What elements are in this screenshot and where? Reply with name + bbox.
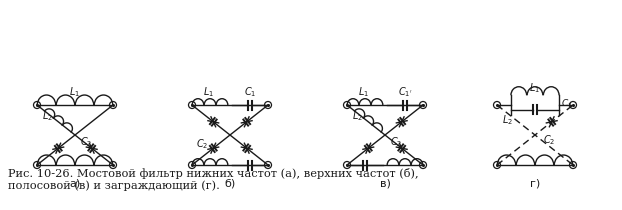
Text: $C_2$: $C_2$ [80, 135, 92, 149]
Text: $C_1$: $C_1$ [244, 85, 256, 99]
Text: б): б) [225, 179, 236, 189]
Text: г): г) [530, 179, 540, 189]
Text: $C_{1'}$: $C_{1'}$ [397, 85, 412, 99]
Text: $L_1$: $L_1$ [529, 81, 541, 95]
Text: $L_1$: $L_1$ [203, 85, 215, 99]
Text: $L_1$: $L_1$ [70, 85, 80, 99]
Text: $C_2$: $C_2$ [543, 133, 555, 147]
Text: $C_2$: $C_2$ [390, 135, 402, 149]
Text: $L_2$: $L_2$ [352, 109, 363, 123]
Text: в): в) [379, 179, 391, 189]
Text: $L_2$: $L_2$ [502, 113, 513, 127]
Text: $L_2$: $L_2$ [42, 109, 53, 123]
Text: Рис. 10-26. Мостовой фильтр нижних частот (a), верхних частот (б),: Рис. 10-26. Мостовой фильтр нижних часто… [8, 168, 419, 179]
Text: $L_1$: $L_1$ [358, 85, 369, 99]
Text: $C_2$: $C_2$ [196, 137, 208, 151]
Text: $C_1$: $C_1$ [561, 98, 573, 110]
Text: полосовой (в) и заграждающий (г).: полосовой (в) и заграждающий (г). [8, 180, 220, 190]
Text: а): а) [70, 179, 81, 189]
